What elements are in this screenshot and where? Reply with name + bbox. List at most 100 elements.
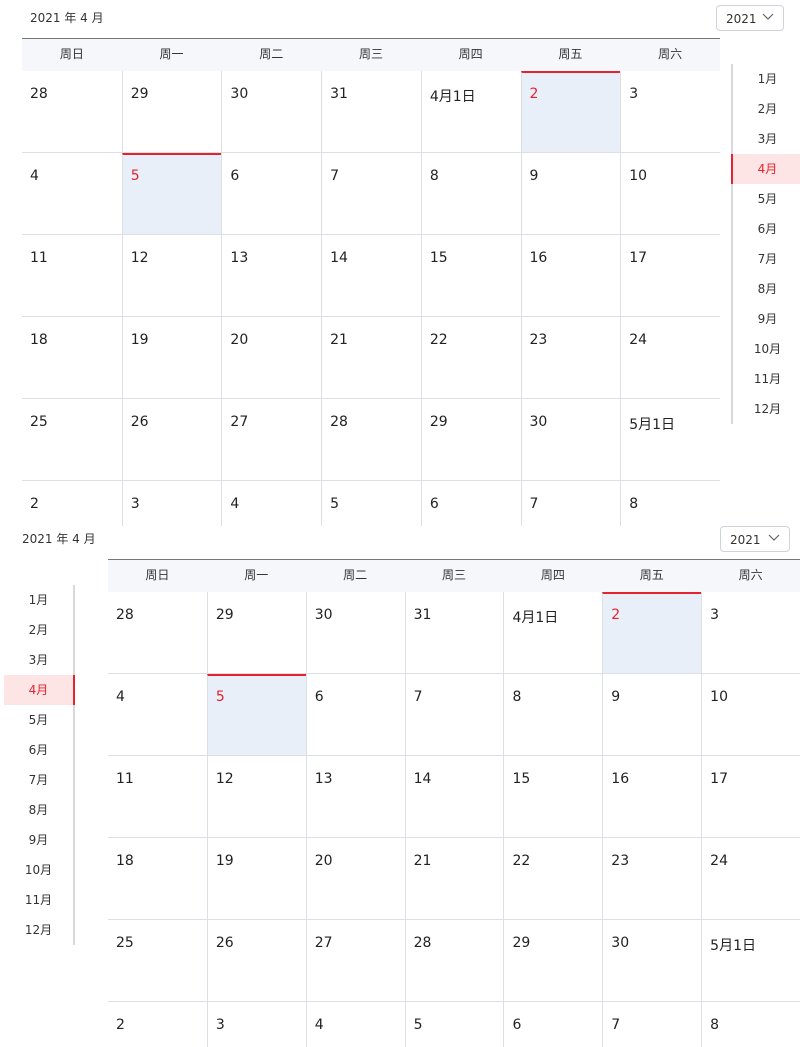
month-item-1[interactable]: 1月: [757, 72, 778, 86]
day-cell[interactable]: 6: [221, 153, 321, 234]
month-item-9[interactable]: 9月: [28, 833, 49, 847]
day-cell[interactable]: 22: [503, 838, 602, 919]
day-cell[interactable]: 8: [620, 481, 720, 526]
day-cell[interactable]: 23: [520, 317, 621, 398]
month-item-9[interactable]: 9月: [757, 312, 778, 326]
day-cell[interactable]: 4: [305, 1002, 405, 1047]
day-cell[interactable]: 17: [701, 756, 800, 837]
day-cell[interactable]: 15: [420, 235, 521, 316]
month-item-3[interactable]: 3月: [28, 653, 49, 667]
day-cell[interactable]: 18: [108, 838, 207, 919]
day-cell[interactable]: 11: [108, 756, 207, 837]
day-cell[interactable]: 14: [404, 756, 504, 837]
day-cell[interactable]: 2: [22, 481, 122, 526]
month-item-8[interactable]: 8月: [28, 803, 49, 817]
month-item-12[interactable]: 12月: [753, 402, 782, 416]
day-cell[interactable]: 13: [305, 756, 405, 837]
day-cell[interactable]: 5: [404, 1002, 504, 1047]
day-cell[interactable]: 28: [22, 71, 122, 152]
day-cell[interactable]: 28: [404, 920, 504, 1001]
day-cell[interactable]: 14: [321, 235, 421, 316]
day-cell[interactable]: 4月1日: [503, 592, 602, 673]
day-cell[interactable]: 9: [602, 674, 701, 755]
day-cell[interactable]: 23: [602, 838, 701, 919]
day-cell[interactable]: 9: [520, 153, 621, 234]
day-cell[interactable]: 19: [121, 317, 222, 398]
day-cell[interactable]: 18: [22, 317, 122, 398]
day-cell[interactable]: 7: [404, 674, 504, 755]
day-cell[interactable]: 7: [321, 153, 421, 234]
day-cell[interactable]: 21: [321, 317, 421, 398]
day-cell[interactable]: 28: [108, 592, 207, 673]
day-cell[interactable]: 3: [701, 592, 800, 673]
day-cell[interactable]: 4: [221, 481, 321, 526]
month-item-11[interactable]: 11月: [24, 893, 53, 907]
day-cell[interactable]: 24: [620, 317, 720, 398]
day-cell[interactable]: 10: [701, 674, 800, 755]
day-cell[interactable]: 30: [520, 399, 621, 480]
day-cell[interactable]: 6: [503, 1002, 602, 1047]
day-cell[interactable]: 29: [503, 920, 602, 1001]
day-cell[interactable]: 5月1日: [620, 399, 720, 480]
day-cell[interactable]: 4: [22, 153, 122, 234]
month-item-2[interactable]: 2月: [757, 102, 778, 116]
month-item-7[interactable]: 7月: [28, 773, 49, 787]
month-item-12[interactable]: 12月: [24, 923, 53, 937]
day-cell[interactable]: 12: [121, 235, 222, 316]
day-cell[interactable]: 29: [121, 71, 222, 152]
day-cell[interactable]: 25: [108, 920, 207, 1001]
month-item-8[interactable]: 8月: [757, 282, 778, 296]
month-item-4-active[interactable]: 4月: [4, 675, 75, 705]
day-cell[interactable]: 26: [206, 920, 306, 1001]
day-cell-selected[interactable]: 2: [520, 71, 621, 152]
day-cell[interactable]: 28: [321, 399, 421, 480]
day-cell[interactable]: 8: [701, 1002, 800, 1047]
month-item-10[interactable]: 10月: [753, 342, 782, 356]
month-item-2[interactable]: 2月: [28, 623, 49, 637]
day-cell[interactable]: 24: [701, 838, 800, 919]
month-item-6[interactable]: 6月: [28, 743, 49, 757]
month-item-5[interactable]: 5月: [28, 713, 49, 727]
day-cell-selected[interactable]: 2: [602, 592, 702, 673]
day-cell[interactable]: 15: [503, 756, 602, 837]
month-item-5[interactable]: 5月: [757, 192, 778, 206]
day-cell[interactable]: 5月1日: [701, 920, 800, 1001]
day-cell[interactable]: 20: [305, 838, 405, 919]
day-cell[interactable]: 22: [420, 317, 521, 398]
day-cell[interactable]: 30: [305, 592, 405, 673]
day-cell[interactable]: 5: [321, 481, 421, 526]
day-cell[interactable]: 3: [620, 71, 720, 152]
month-item-11[interactable]: 11月: [753, 372, 782, 386]
month-item-3[interactable]: 3月: [757, 132, 778, 146]
day-cell[interactable]: 31: [404, 592, 504, 673]
year-select[interactable]: 2021: [716, 5, 784, 31]
day-cell[interactable]: 4: [108, 674, 207, 755]
day-cell[interactable]: 11: [22, 235, 122, 316]
day-cell[interactable]: 27: [221, 399, 321, 480]
day-cell[interactable]: 8: [503, 674, 602, 755]
day-cell[interactable]: 27: [305, 920, 405, 1001]
day-cell[interactable]: 16: [520, 235, 621, 316]
day-cell[interactable]: 19: [206, 838, 306, 919]
day-cell[interactable]: 4月1日: [420, 71, 521, 152]
day-cell[interactable]: 3: [206, 1002, 306, 1047]
day-cell[interactable]: 8: [420, 153, 521, 234]
day-cell-selected[interactable]: 5: [206, 674, 306, 755]
day-cell[interactable]: 21: [404, 838, 504, 919]
month-item-1[interactable]: 1月: [28, 593, 49, 607]
day-cell[interactable]: 13: [221, 235, 321, 316]
month-item-7[interactable]: 7月: [757, 252, 778, 266]
day-cell[interactable]: 25: [22, 399, 122, 480]
month-item-4-active[interactable]: 4月: [731, 154, 800, 184]
day-cell[interactable]: 30: [221, 71, 321, 152]
day-cell[interactable]: 6: [305, 674, 405, 755]
day-cell[interactable]: 6: [420, 481, 521, 526]
month-item-6[interactable]: 6月: [757, 222, 778, 236]
day-cell[interactable]: 30: [602, 920, 701, 1001]
day-cell[interactable]: 16: [602, 756, 701, 837]
day-cell[interactable]: 3: [121, 481, 222, 526]
day-cell[interactable]: 17: [620, 235, 720, 316]
month-item-10[interactable]: 10月: [24, 863, 53, 877]
year-select[interactable]: 2021: [720, 526, 790, 552]
day-cell[interactable]: 20: [221, 317, 321, 398]
